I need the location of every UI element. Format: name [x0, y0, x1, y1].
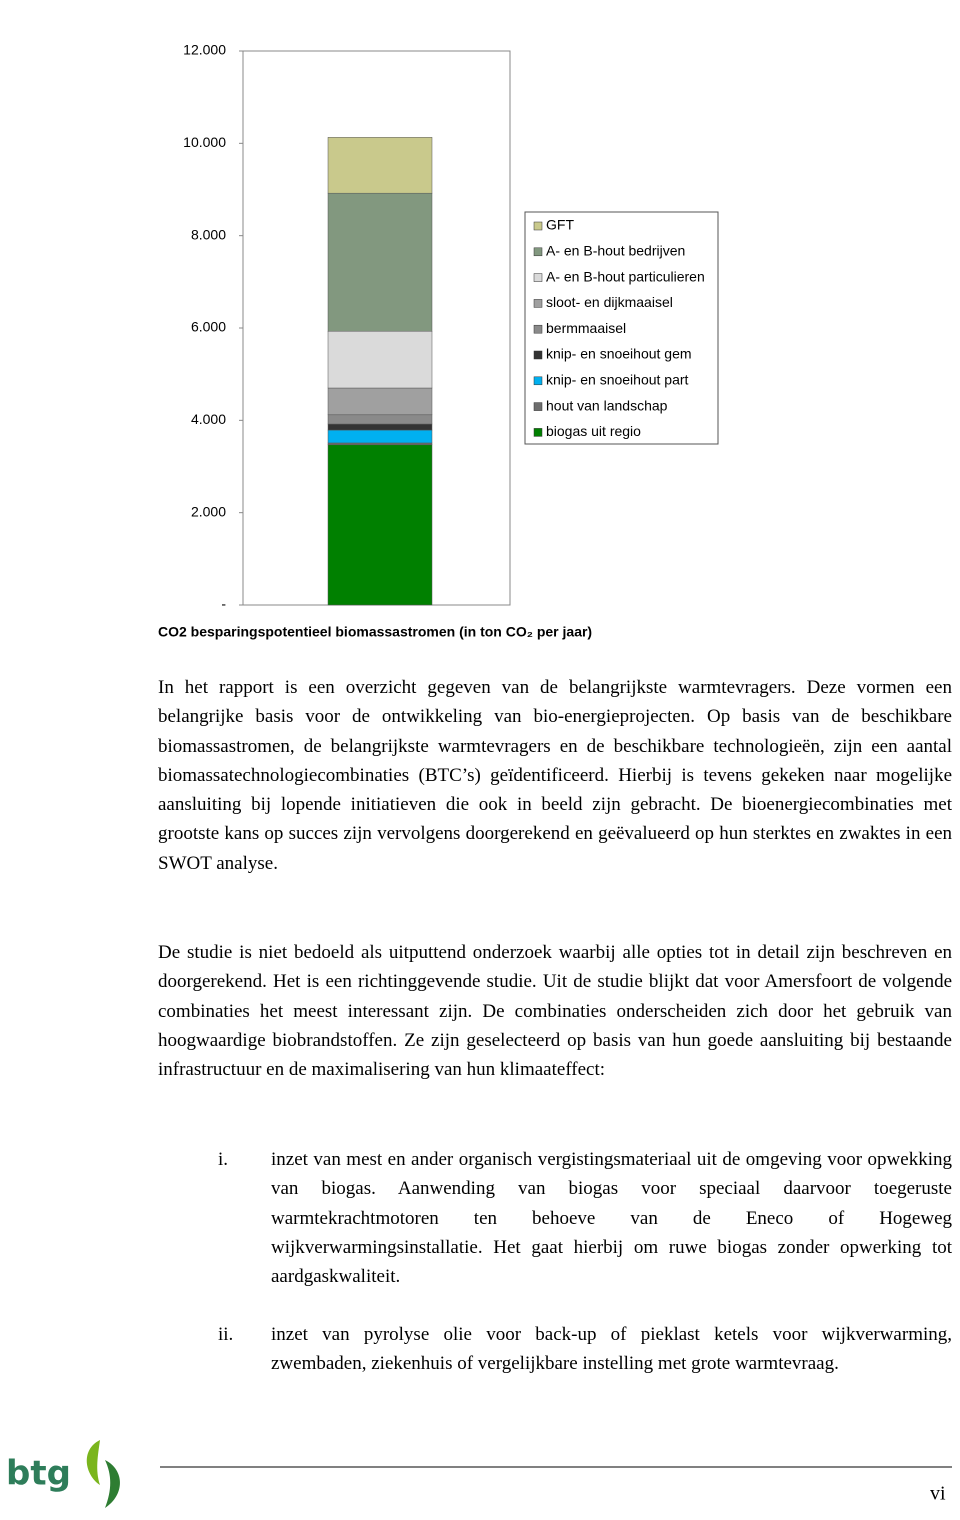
paragraph: De studie is niet bedoeld als uitputtend… — [158, 942, 952, 1081]
chart-title: CO2 besparingspotentieel biomassastromen… — [158, 624, 592, 640]
legend-label: biogas uit regio — [546, 423, 641, 439]
legend-swatch — [533, 402, 543, 411]
y-tick-label: 8.000 — [191, 226, 226, 242]
legend-swatch — [533, 247, 543, 257]
legend-label: bermmaaisel — [546, 320, 626, 336]
page-number: vi — [930, 1483, 946, 1505]
legend-swatch — [533, 273, 543, 282]
y-tick-label: 4.000 — [191, 411, 226, 427]
legend-swatch — [533, 376, 543, 386]
bar-segment — [327, 423, 433, 431]
legend-box — [524, 211, 719, 445]
bar-segment — [327, 444, 433, 606]
legend-swatch — [533, 324, 543, 334]
legend-label: A- en B-hout bedrijven — [546, 243, 685, 259]
list-marker: ii. — [218, 1324, 234, 1345]
bar-segment — [327, 429, 433, 444]
legend-label: A- en B-hout particulieren — [546, 268, 705, 284]
legend-swatch — [533, 299, 543, 308]
list-item: inzet van pyrolyse olie voor back-up of … — [271, 1324, 952, 1375]
bar-segment — [327, 137, 433, 194]
y-tick-label: 10.000 — [183, 134, 226, 150]
chart: CO2 besparingspotentieel biomassastromen… — [158, 42, 719, 640]
legend-label: GFT — [546, 217, 574, 233]
bar-segment — [327, 330, 433, 389]
legend-label: hout van landschap — [546, 397, 668, 413]
y-tick-label: 12.000 — [183, 42, 226, 58]
bar-segment — [327, 192, 433, 332]
y-tick-label: 2.000 — [191, 503, 226, 519]
legend-swatch — [533, 221, 543, 231]
legend-swatch — [533, 350, 543, 360]
footer: btg vi — [6, 1440, 952, 1508]
y-tick-label: 6.000 — [191, 319, 226, 335]
logo-text: btg — [6, 1454, 71, 1494]
logo-leaf — [105, 1460, 120, 1508]
legend-label: sloot- en dijkmaaisel — [546, 294, 673, 310]
logo-leaf — [86, 1440, 100, 1485]
bar-segment — [327, 414, 433, 425]
list-item: inzet van mest en ander organisch vergis… — [271, 1149, 952, 1288]
legend-label: knip- en snoeihout gem — [546, 346, 692, 362]
bar-segment — [327, 442, 433, 446]
paragraph: In het rapport is een overzicht gegeven … — [158, 677, 952, 874]
list-marker: i. — [218, 1149, 229, 1170]
legend-swatch — [533, 428, 543, 437]
legend-label: knip- en snoeihout part — [546, 372, 689, 388]
y-tick-label: - — [221, 596, 226, 612]
bar-segment — [327, 387, 433, 416]
